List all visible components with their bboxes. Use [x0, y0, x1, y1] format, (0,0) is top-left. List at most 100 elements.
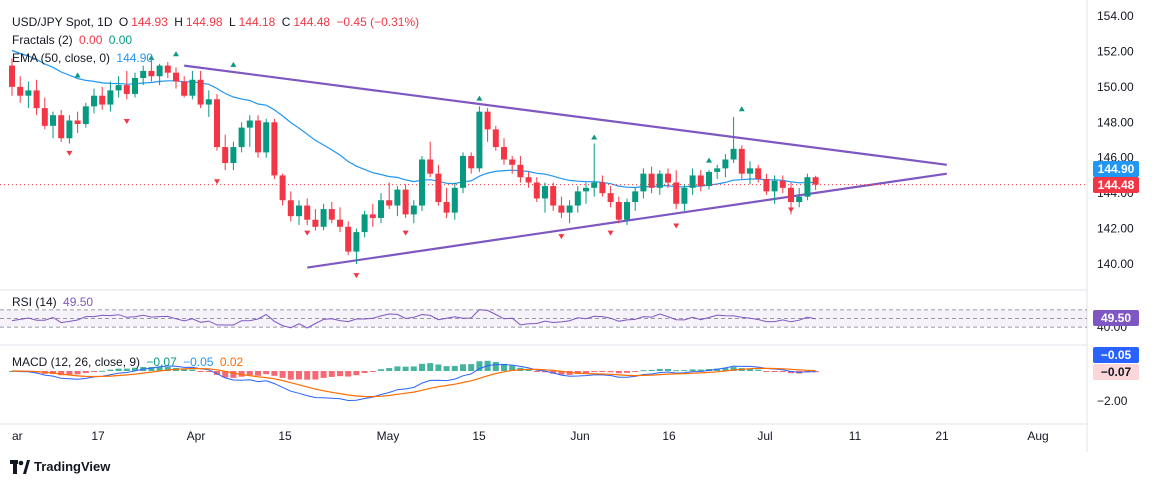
candle-body: [320, 209, 327, 227]
macd-histogram-bar: [615, 371, 622, 374]
macd-signal-line: [11, 367, 816, 398]
fractal-down-marker: [402, 230, 409, 236]
candle-body: [304, 205, 311, 220]
macd-histogram-bar: [509, 365, 516, 371]
ohlc-low: 144.18: [238, 15, 276, 29]
candle-body: [665, 173, 671, 183]
candle-body: [312, 219, 319, 227]
candle-body: [91, 95, 97, 107]
macd-histogram-bar: [435, 364, 442, 371]
candle-body: [410, 205, 417, 215]
ema-legend: EMA (50, close, 0) 144.90: [12, 50, 156, 66]
macd-histogram-bar: [460, 364, 466, 371]
macd-histogram-bar: [697, 369, 704, 371]
candle-body: [648, 173, 655, 188]
candle-body: [779, 180, 786, 188]
candle-body: [33, 90, 40, 109]
macd-histogram-bar: [312, 371, 319, 380]
fractal-down-marker: [214, 179, 220, 185]
rsi-line: [11, 309, 816, 329]
macd-histogram-bar: [788, 371, 794, 374]
macd-histogram-bar: [673, 370, 680, 372]
ohlc-low-label: L: [228, 15, 236, 29]
macd-histogram-bar: [763, 371, 770, 372]
candle-body: [533, 182, 540, 199]
price-tick-label: 140.00: [1097, 257, 1134, 271]
candle-body: [255, 120, 261, 153]
candle-body: [747, 168, 753, 174]
macd-line-tag: −0.07: [1093, 364, 1139, 380]
macd-histogram-bar: [58, 371, 65, 376]
candle-body: [181, 81, 188, 96]
candle-body: [17, 86, 24, 96]
macd-histogram-bar: [91, 371, 97, 372]
macd-histogram-bar: [189, 369, 196, 371]
macd-histogram-bar: [566, 371, 573, 375]
candle-body: [386, 200, 393, 206]
macd-histogram-bar: [148, 367, 155, 371]
candle-body: [492, 129, 499, 148]
ohlc-high-label: H: [174, 15, 183, 29]
macd-histogram-bar: [689, 369, 696, 371]
ohlc-close: 144.48: [293, 15, 331, 29]
ema-line: [11, 49, 816, 189]
fractal-down-marker: [558, 234, 565, 240]
candle-body: [140, 70, 147, 78]
macd-histogram-bar: [394, 366, 401, 371]
macd-histogram-bar: [542, 371, 548, 373]
macd-label: MACD (12, 26, close, 9): [12, 355, 141, 369]
candle-body: [656, 173, 663, 188]
candle-body: [123, 85, 130, 94]
candle-body: [427, 159, 434, 174]
macd-histogram-bar: [369, 371, 376, 372]
candle-body: [82, 106, 89, 125]
candle-body: [566, 205, 573, 213]
price-tick-label: 154.00: [1097, 9, 1134, 23]
rsi-label: RSI (14): [12, 295, 57, 309]
ema-value: 144.90: [116, 51, 154, 65]
ohlc-open-label: O: [118, 15, 129, 29]
macd-histogram-bar: [583, 371, 589, 374]
macd-histogram-bar: [427, 363, 434, 371]
candle-body: [41, 108, 48, 126]
macd-histogram-bar: [279, 371, 286, 378]
candle-body: [681, 187, 688, 204]
price-tick-label: 142.00: [1097, 222, 1134, 236]
macd-histogram-bar: [271, 371, 278, 376]
candle-body: [501, 147, 507, 160]
macd-histogram-bar: [361, 371, 368, 374]
candle-body: [542, 186, 548, 199]
macd-histogram-bar: [353, 371, 360, 376]
macd-histogram-bar: [599, 371, 606, 372]
candle-body: [706, 171, 712, 187]
macd-histogram-bar: [107, 369, 114, 371]
candle-body: [697, 175, 704, 187]
fractal-up-marker: [74, 72, 81, 78]
macd-histogram-bar: [304, 371, 311, 380]
macd-histogram-bar: [263, 371, 270, 375]
macd-histogram-bar: [156, 366, 163, 371]
macd-signal-tag: −0.05: [1093, 347, 1139, 363]
macd-histogram-bar: [230, 371, 237, 378]
candle-body: [443, 202, 450, 213]
time-tick-label: Apr: [187, 429, 206, 443]
tradingview-branding[interactable]: TradingView: [10, 459, 110, 474]
time-tick-label: May: [377, 429, 400, 443]
macd-histogram-bar: [525, 369, 532, 371]
candle-body: [451, 187, 458, 213]
candle-body: [132, 78, 138, 94]
tradingview-logo-icon: [10, 459, 30, 474]
macd-histogram-bar: [82, 371, 89, 374]
macd-histogram-bar: [255, 371, 261, 376]
candle-body: [558, 205, 565, 213]
candle-body: [173, 72, 179, 82]
candle-body: [484, 111, 491, 130]
candle-body: [574, 191, 581, 206]
candle-body: [115, 85, 122, 91]
candle-body: [599, 182, 606, 194]
rsi-legend: RSI (14) 49.50: [12, 294, 96, 310]
fractal-down-marker: [673, 223, 680, 229]
fractal-up-marker: [230, 61, 237, 67]
candle-body: [148, 70, 155, 77]
